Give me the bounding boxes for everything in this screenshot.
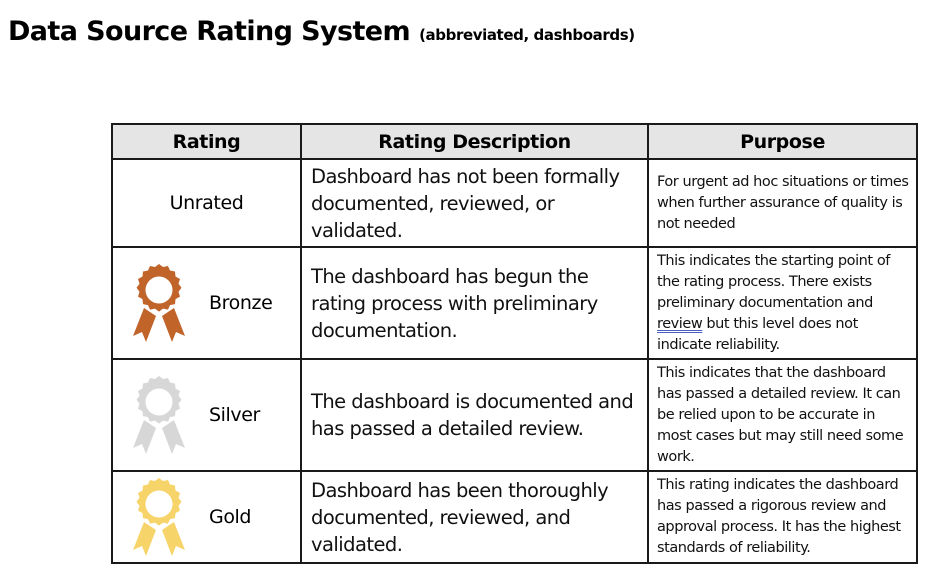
header-purpose: Purpose — [647, 123, 918, 160]
purpose-text: but this level does not indicate reliabi… — [657, 315, 858, 353]
rating-cell-bronze: Bronze — [111, 246, 302, 360]
header-rating: Rating — [111, 123, 302, 160]
table-row: Bronze The dashboard has begun the ratin… — [111, 246, 918, 360]
document-title: Data Source Rating System (abbreviated, … — [8, 16, 635, 47]
table-header-row: Rating Rating Description Purpose — [111, 123, 918, 160]
purpose-cell: This indicates the starting point of the… — [647, 246, 918, 360]
table-row: Unrated Dashboard has not been formally … — [111, 158, 918, 248]
rating-cell-silver: Silver — [111, 358, 302, 472]
bronze-award-ribbon-icon — [133, 264, 185, 342]
purpose-cell: This indicates that the dashboard has pa… — [647, 358, 918, 472]
purpose-cell: For urgent ad hoc situations or times wh… — [647, 158, 918, 248]
rating-label: Bronze — [209, 292, 273, 314]
purpose-cell: This rating indicates the dashboard has … — [647, 470, 918, 564]
page-subtitle: (abbreviated, dashboards) — [419, 26, 635, 44]
page-title: Data Source Rating System — [8, 16, 411, 47]
description-cell: The dashboard is documented and has pass… — [300, 358, 649, 472]
description-cell: The dashboard has begun the rating proce… — [300, 246, 649, 360]
silver-award-ribbon-icon — [133, 376, 185, 454]
purpose-text: This indicates the starting point of the… — [657, 252, 890, 311]
grammar-flagged-word: review — [657, 315, 703, 332]
description-cell: Dashboard has not been formally document… — [300, 158, 649, 248]
rating-cell-unrated: Unrated — [111, 158, 302, 248]
table-row: Silver The dashboard is documented and h… — [111, 358, 918, 472]
rating-system-table: Rating Rating Description Purpose Unrate… — [111, 123, 918, 564]
table-row: Gold Dashboard has been thoroughly docum… — [111, 470, 918, 564]
rating-cell-gold: Gold — [111, 470, 302, 564]
gold-award-ribbon-icon — [133, 478, 185, 556]
header-description: Rating Description — [300, 123, 649, 160]
description-cell: Dashboard has been thoroughly documented… — [300, 470, 649, 564]
rating-label: Silver — [209, 404, 260, 426]
rating-label: Gold — [209, 506, 252, 528]
